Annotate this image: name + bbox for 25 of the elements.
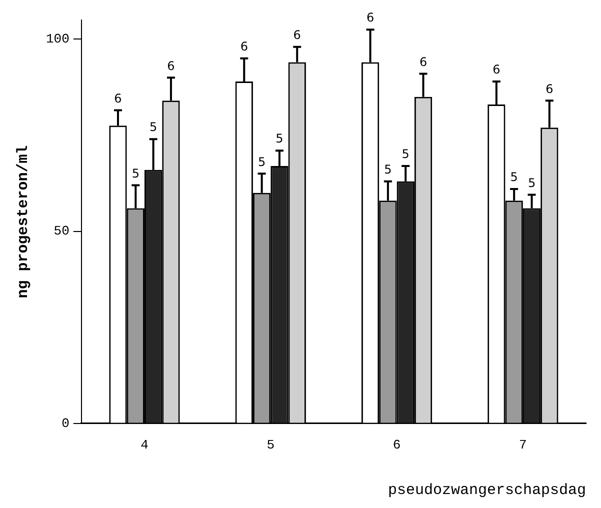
- annotation: 5: [510, 170, 518, 184]
- x-tick-label: 5: [266, 438, 275, 453]
- annotation: 6: [167, 58, 175, 73]
- annotation: 5: [528, 176, 536, 190]
- annotation: 6: [419, 54, 428, 69]
- annotation: 5: [258, 154, 266, 169]
- y-axis-title: ng progesteron/ml: [14, 145, 32, 298]
- x-tick-label: 4: [140, 438, 149, 453]
- annotation: 6: [240, 40, 248, 54]
- x-tick-label: 7: [519, 438, 527, 453]
- annotation: 5: [149, 120, 158, 134]
- annotation: 5: [402, 147, 410, 162]
- y-tick-label: 50: [54, 224, 70, 239]
- x-axis-title: pseudozwangerschapsdag: [388, 482, 586, 499]
- annotation: 5: [132, 166, 140, 180]
- annotation: 6: [366, 10, 374, 25]
- annotation: 6: [492, 62, 500, 77]
- y-tick-label: 100: [46, 32, 70, 47]
- y-tick-label: 0: [62, 416, 70, 431]
- x-tick-label: 6: [392, 438, 401, 453]
- annotation: 5: [276, 132, 284, 146]
- annotation: 6: [114, 91, 122, 106]
- annotation: 5: [384, 162, 392, 176]
- annotation: 6: [293, 28, 301, 42]
- annotation: 6: [546, 82, 554, 96]
